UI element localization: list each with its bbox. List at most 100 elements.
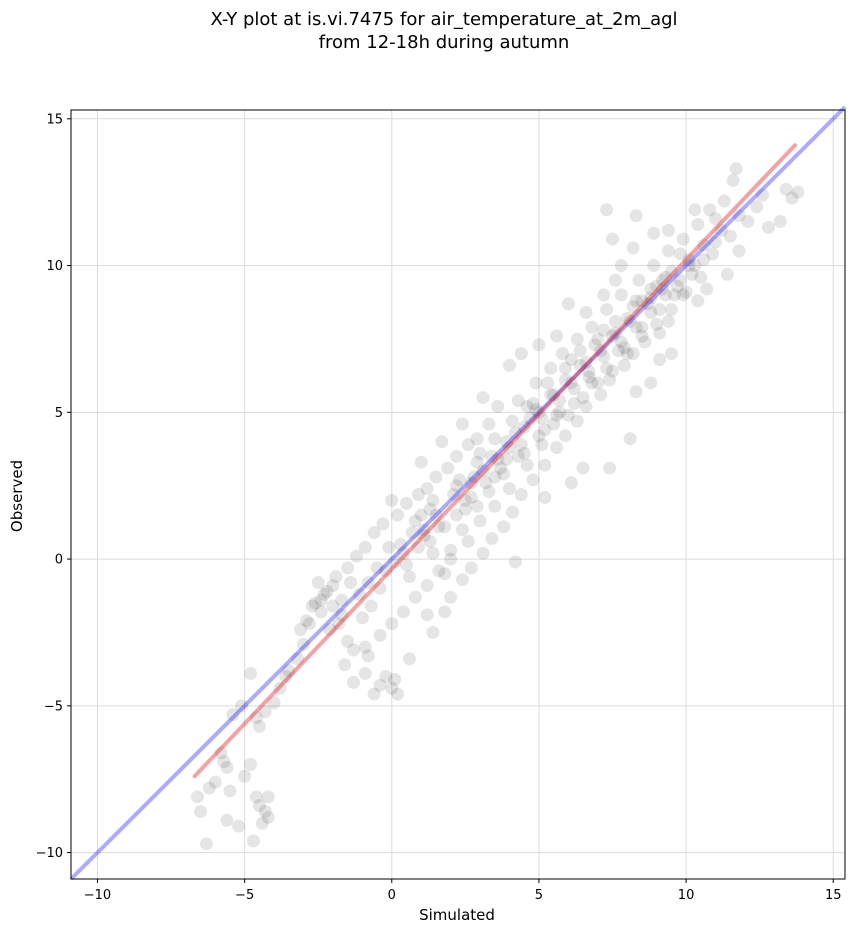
scatter-point xyxy=(785,191,799,205)
scatter-point xyxy=(244,667,258,681)
scatter-point xyxy=(226,708,240,722)
scatter-point xyxy=(629,294,643,308)
scatter-point xyxy=(508,426,522,440)
scatter-point xyxy=(358,667,372,681)
scatter-point xyxy=(399,496,413,510)
scatter-point xyxy=(317,587,331,601)
chart-title-line-1: X-Y plot at is.vi.7475 for air_temperatu… xyxy=(210,9,677,30)
scatter-point xyxy=(503,441,517,455)
scatter-point xyxy=(405,526,419,540)
scatter-point xyxy=(550,408,564,422)
scatter-point xyxy=(691,217,705,231)
fit-line xyxy=(192,143,797,779)
scatter-point xyxy=(482,485,496,499)
scatter-point xyxy=(258,804,272,818)
scatter-point xyxy=(329,570,343,584)
scatter-point xyxy=(644,306,658,320)
scatter-point xyxy=(220,760,234,774)
scatter-point xyxy=(255,816,269,830)
scatter-point xyxy=(488,470,502,484)
scatter-point xyxy=(326,578,340,592)
scatter-point xyxy=(544,388,558,402)
scatter-point xyxy=(511,394,525,408)
scatter-point xyxy=(520,399,534,413)
scatter-point xyxy=(517,420,531,434)
scatter-point xyxy=(358,540,372,554)
scatter-point xyxy=(282,664,296,678)
scatter-point xyxy=(476,391,490,405)
scatter-point xyxy=(473,446,487,460)
scatter-point xyxy=(238,769,252,783)
scatter-point xyxy=(694,270,708,284)
scatter-point xyxy=(423,502,437,516)
scatter-point xyxy=(358,640,372,654)
scatter-point xyxy=(296,637,310,651)
scatter-point xyxy=(717,194,731,208)
scatter-point xyxy=(326,599,340,613)
scatter-point xyxy=(535,411,549,425)
scatter-point xyxy=(761,220,775,234)
scatter-point xyxy=(332,617,346,631)
scatter-point xyxy=(191,790,205,804)
tick-layer: −10 −5 0 5 10 15 −10 −5 0 5 10 15 xyxy=(36,112,842,903)
scatter-point xyxy=(720,267,734,281)
scatter-point xyxy=(638,335,652,349)
scatter-point xyxy=(641,297,655,311)
y-tick-label: 10 xyxy=(46,259,63,274)
scatter-point xyxy=(676,232,690,246)
scatter-point xyxy=(382,540,396,554)
y-tick-label: 0 xyxy=(55,553,63,568)
scatter-point xyxy=(532,429,546,443)
scatter-point xyxy=(550,329,564,343)
scatter-point xyxy=(635,329,649,343)
scatter-point xyxy=(258,705,272,719)
grid-layer xyxy=(71,110,845,879)
scatter-point xyxy=(650,279,664,293)
scatter-point xyxy=(193,804,207,818)
scatter-point xyxy=(608,326,622,340)
scatter-point xyxy=(202,781,216,795)
scatter-point xyxy=(349,549,363,563)
scatter-point xyxy=(485,532,499,546)
scatter-point xyxy=(305,599,319,613)
scatter-point xyxy=(626,241,640,255)
scatter-point xyxy=(582,364,596,378)
scatter-point xyxy=(414,508,428,522)
scatter-point xyxy=(341,561,355,575)
scatter-point xyxy=(520,458,534,472)
scatter-point xyxy=(658,288,672,302)
scatter-point xyxy=(500,452,514,466)
scatter-point xyxy=(703,203,717,217)
scatter-point xyxy=(750,200,764,214)
y-tick-label: 15 xyxy=(46,112,63,127)
scatter-point xyxy=(564,352,578,366)
scatter-point xyxy=(561,408,575,422)
scatter-point xyxy=(267,696,281,710)
scatter-point xyxy=(352,587,366,601)
scatter-point xyxy=(335,593,349,607)
scatter-point xyxy=(579,399,593,413)
scatter-point xyxy=(697,238,711,252)
scatter-point xyxy=(503,482,517,496)
scatter-point xyxy=(426,546,440,560)
scatter-point xyxy=(532,405,546,419)
scatter-point xyxy=(514,438,528,452)
scatter-point xyxy=(564,476,578,490)
x-tick-label: 5 xyxy=(535,888,543,903)
scatter-point xyxy=(629,385,643,399)
scatter-point xyxy=(647,226,661,240)
scatter-point xyxy=(470,499,484,513)
scatter-point xyxy=(614,259,628,273)
scatter-point xyxy=(344,576,358,590)
scatter-point xyxy=(458,493,472,507)
scatter-point xyxy=(373,581,387,595)
scatter-point xyxy=(450,479,464,493)
scatter-point xyxy=(679,285,693,299)
scatter-point xyxy=(417,529,431,543)
scatter-point xyxy=(700,282,714,296)
scatter-point xyxy=(367,687,381,701)
scatter-point xyxy=(570,332,584,346)
scatter-point xyxy=(553,394,567,408)
scatter-point xyxy=(606,364,620,378)
